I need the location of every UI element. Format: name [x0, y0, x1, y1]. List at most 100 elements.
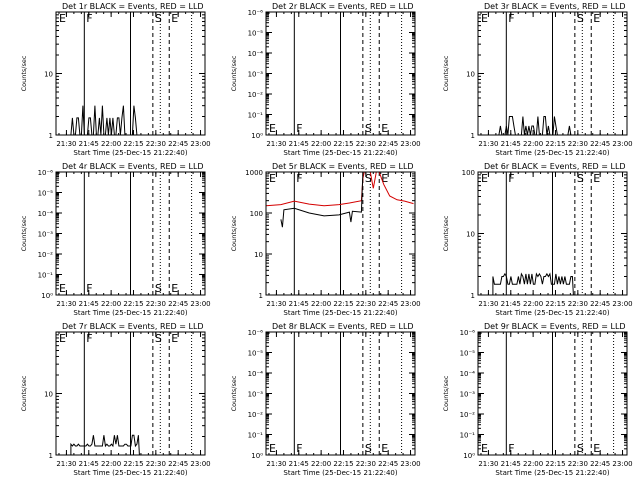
x-tick-label: 21:30: [56, 460, 76, 468]
y-tick-label: 10⁻²: [248, 91, 264, 99]
x-axis-label: Start Time (25-Dec-15 21:22:40): [283, 149, 397, 157]
marker-letter-f: F: [508, 172, 514, 185]
x-tick-label: 23:00: [400, 300, 420, 308]
x-tick-label: 21:30: [266, 300, 286, 308]
marker-letter-s: S: [365, 122, 372, 135]
marker-letter-e: E: [381, 172, 388, 185]
x-tick-label: 23:00: [400, 460, 420, 468]
x-tick-label: 23:00: [400, 140, 420, 148]
y-tick-label: 10⁻⁵: [248, 30, 264, 38]
panel-title: Det 2r BLACK = Events, RED = LLD: [272, 2, 414, 11]
x-tick-label: 22:15: [123, 300, 143, 308]
marker-letter-s: S: [155, 12, 162, 25]
x-tick-label: 22:45: [168, 140, 188, 148]
x-tick-label: 21:45: [79, 460, 99, 468]
marker-letter-s: S: [577, 12, 584, 25]
x-tick-label: 22:15: [545, 300, 565, 308]
x-tick-label: 22:15: [123, 140, 143, 148]
marker-letter-e-start: E: [269, 122, 276, 135]
panel-title: Det 7r BLACK = Events, RED = LLD: [62, 322, 204, 331]
marker-letter-e-start: E: [59, 332, 66, 345]
y-tick-label: 10⁰: [463, 452, 475, 460]
y-tick-label: 10⁻²: [248, 411, 264, 419]
marker-letter-e: E: [593, 442, 600, 455]
x-tick-label: 22:45: [378, 140, 398, 148]
y-tick-label: 1: [471, 292, 475, 300]
plot-frame: [265, 171, 416, 296]
y-tick-label: 10⁻⁶: [460, 329, 476, 337]
panel-5: Det 5r BLACK = Events, RED = LLD Counts/s…: [230, 162, 421, 317]
y-axis-label: Counts/sec: [230, 55, 238, 91]
x-axis-label: Start Time (25-Dec-15 21:22:40): [495, 309, 609, 317]
x-tick-label: 22:45: [590, 300, 610, 308]
x-tick-label: 23:00: [612, 140, 632, 148]
x-tick-label: 21:45: [501, 140, 521, 148]
y-tick-label: 10⁻⁴: [248, 370, 264, 378]
y-tick-label: 1: [471, 132, 475, 140]
x-tick-label: 21:30: [56, 140, 76, 148]
x-tick-label: 22:45: [590, 460, 610, 468]
y-tick-label: 100: [250, 210, 263, 218]
x-tick-label: 21:45: [79, 140, 99, 148]
x-tick-label: 21:30: [478, 300, 498, 308]
marker-letter-f: F: [86, 282, 92, 295]
y-tick-label: 10⁻⁵: [460, 350, 476, 358]
marker-letter-e-start: E: [59, 12, 66, 25]
x-tick-label: 22:15: [123, 460, 143, 468]
x-tick-label: 21:45: [289, 140, 309, 148]
x-axis-label: Start Time (25-Dec-15 21:22:40): [495, 469, 609, 477]
x-tick-label: 22:30: [146, 460, 166, 468]
marker-letter-e-start: E: [481, 442, 488, 455]
x-tick-label: 22:15: [333, 140, 353, 148]
x-axis-label: Start Time (25-Dec-15 21:22:40): [495, 149, 609, 157]
marker-letter-s: S: [155, 332, 162, 345]
x-tick-label: 22:15: [545, 460, 565, 468]
x-tick-label: 21:30: [478, 460, 498, 468]
x-tick-label: 23:00: [190, 140, 210, 148]
x-tick-label: 22:45: [168, 300, 188, 308]
x-tick-label: 22:45: [378, 300, 398, 308]
x-tick-label: 21:30: [266, 460, 286, 468]
marker-letter-f: F: [296, 172, 302, 185]
x-tick-label: 21:45: [289, 460, 309, 468]
x-tick-label: 22:30: [146, 140, 166, 148]
y-tick-label: 1: [259, 292, 263, 300]
y-tick-label: 10: [44, 391, 53, 399]
panel-title: Det 5r BLACK = Events, RED = LLD: [272, 162, 414, 171]
marker-letter-f: F: [508, 442, 514, 455]
panel-title: Det 6r BLACK = Events, RED = LLD: [484, 162, 626, 171]
y-tick-label: 10⁻⁶: [38, 169, 54, 177]
marker-letter-e: E: [593, 172, 600, 185]
x-tick-label: 21:30: [478, 140, 498, 148]
marker-letter-e: E: [171, 282, 178, 295]
y-tick-label: 10: [466, 71, 475, 79]
marker-letter-e: E: [593, 12, 600, 25]
x-axis-label: Start Time (25-Dec-15 21:22:40): [73, 309, 187, 317]
x-axis-label: Start Time (25-Dec-15 21:22:40): [283, 309, 397, 317]
y-tick-label: 1000: [245, 169, 263, 177]
y-axis-label: Counts/sec: [442, 55, 450, 91]
x-tick-label: 22:15: [333, 300, 353, 308]
x-axis-label: Start Time (25-Dec-15 21:22:40): [73, 149, 187, 157]
x-tick-label: 21:45: [289, 300, 309, 308]
x-tick-label: 23:00: [612, 300, 632, 308]
y-axis-label: Counts/sec: [442, 375, 450, 411]
y-axis-label: Counts/sec: [230, 375, 238, 411]
panel-8: Det 8r BLACK = Events, RED = LLD Counts/s…: [230, 322, 421, 477]
x-tick-label: 22:45: [590, 140, 610, 148]
marker-letter-f: F: [296, 122, 302, 135]
marker-letter-e: E: [381, 442, 388, 455]
y-axis-label: Counts/sec: [442, 215, 450, 251]
y-tick-label: 10⁻⁵: [248, 350, 264, 358]
events-series-line: [498, 116, 574, 136]
x-tick-label: 22:00: [311, 140, 331, 148]
y-tick-label: 10⁻¹: [248, 432, 264, 440]
marker-letter-e: E: [171, 12, 178, 25]
marker-letter-s: S: [365, 442, 372, 455]
y-tick-label: 10⁻¹: [38, 272, 54, 280]
x-tick-label: 22:00: [523, 140, 543, 148]
marker-letter-e-start: E: [481, 12, 488, 25]
y-tick-label: 1: [49, 452, 53, 460]
x-tick-label: 22:30: [146, 300, 166, 308]
